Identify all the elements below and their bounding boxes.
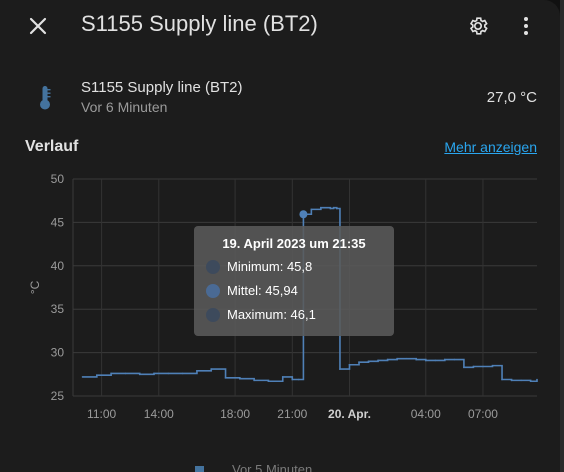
data-point xyxy=(405,357,408,360)
data-point xyxy=(297,378,300,381)
data-point xyxy=(415,358,418,361)
data-point xyxy=(210,368,213,370)
next-row-preview: Vor 5 Minuten xyxy=(195,462,312,472)
data-point xyxy=(329,207,332,210)
tooltip-label: Maximum: 46,1 xyxy=(227,307,316,322)
data-point xyxy=(348,363,351,366)
data-point xyxy=(291,378,294,381)
entity-value: 27,0 °C xyxy=(486,89,537,106)
gear-icon xyxy=(469,17,488,35)
entity-name: S1155 Supply line (BT2) xyxy=(81,79,243,96)
y-tick-label: 40 xyxy=(51,259,65,273)
data-point xyxy=(167,372,170,375)
data-point xyxy=(453,358,456,361)
data-point xyxy=(124,372,127,375)
entity-last-changed: Vor 6 Minuten xyxy=(81,99,168,115)
scrollbar[interactable] xyxy=(560,0,564,472)
tooltip-label: Minimum: 45,8 xyxy=(227,259,313,274)
data-point xyxy=(472,365,475,368)
data-point xyxy=(224,376,227,379)
data-point xyxy=(153,372,155,375)
dialog-title: S1155 Supply line (BT2) xyxy=(81,11,318,36)
data-point xyxy=(491,364,494,367)
close-button[interactable] xyxy=(18,6,58,46)
data-point xyxy=(358,361,360,363)
y-tick-label: 35 xyxy=(51,302,65,316)
x-tick-label: 04:00 xyxy=(411,407,441,421)
data-point xyxy=(81,376,84,378)
more-options-button[interactable] xyxy=(506,6,546,46)
data-point xyxy=(277,380,279,383)
data-point xyxy=(463,366,465,369)
series-line xyxy=(82,206,538,383)
data-point xyxy=(332,206,335,209)
data-point xyxy=(367,360,370,363)
data-point xyxy=(424,359,427,362)
data-point xyxy=(110,372,112,375)
data-point xyxy=(335,207,338,210)
thermometer-icon xyxy=(40,86,51,110)
data-point xyxy=(520,379,522,382)
y-axis-label: °C xyxy=(28,280,42,294)
tooltip-row-minimum: Minimum: 45,8 xyxy=(206,259,312,274)
x-tick-label: 11:00 xyxy=(87,407,116,421)
x-tick-label: 07:00 xyxy=(468,407,498,421)
tooltip-label: Mittel: 45,94 xyxy=(227,283,298,298)
legend-dot xyxy=(206,283,220,298)
data-point xyxy=(501,378,503,381)
x-tick-label: 18:00 xyxy=(220,407,250,421)
legend-dot xyxy=(206,307,220,322)
data-point xyxy=(434,359,437,362)
data-point xyxy=(377,359,379,362)
data-point xyxy=(267,380,270,383)
data-point xyxy=(529,380,532,383)
data-point xyxy=(386,358,389,361)
entity-row: S1155 Supply line (BT2) Vor 6 Minuten 27… xyxy=(0,72,560,122)
highlight-point xyxy=(299,210,308,219)
y-tick-label: 30 xyxy=(51,346,65,360)
data-point xyxy=(536,378,538,381)
data-point xyxy=(482,365,484,368)
data-point xyxy=(196,370,198,372)
data-point xyxy=(239,377,241,380)
thermometer-icon xyxy=(195,465,204,472)
data-point xyxy=(281,376,284,378)
data-point xyxy=(339,368,341,370)
y-tick-label: 25 xyxy=(51,389,65,403)
show-more-link[interactable]: Mehr anzeigen xyxy=(444,139,537,155)
data-point xyxy=(181,372,184,375)
x-tick-label: 20. Apr. xyxy=(328,407,371,421)
x-tick-label: 14:00 xyxy=(144,407,174,421)
tooltip-row-maximum: Maximum: 46,1 xyxy=(206,307,316,322)
x-tick-label: 21:00 xyxy=(277,407,307,421)
data-point xyxy=(510,379,513,382)
data-point xyxy=(396,357,398,360)
data-point xyxy=(310,208,313,211)
tooltip-row-mean: Mittel: 45,94 xyxy=(206,283,298,298)
settings-button[interactable] xyxy=(458,6,498,46)
y-tick-label: 50 xyxy=(51,172,65,186)
more-vertical-icon xyxy=(524,17,528,35)
data-point xyxy=(320,206,322,209)
data-point xyxy=(138,373,141,376)
history-title: Verlauf xyxy=(25,138,79,155)
y-tick-label: 45 xyxy=(51,215,65,229)
data-point xyxy=(96,374,98,376)
chart-tooltip: 19. April 2023 um 21:35 Minimum: 45,8 Mi… xyxy=(194,226,394,336)
data-point xyxy=(253,379,255,382)
legend-dot xyxy=(206,259,220,274)
dialog-header: S1155 Supply line (BT2) xyxy=(0,0,560,52)
close-icon xyxy=(29,17,47,35)
data-point xyxy=(444,358,446,361)
tooltip-title: 19. April 2023 um 21:35 xyxy=(222,236,366,251)
